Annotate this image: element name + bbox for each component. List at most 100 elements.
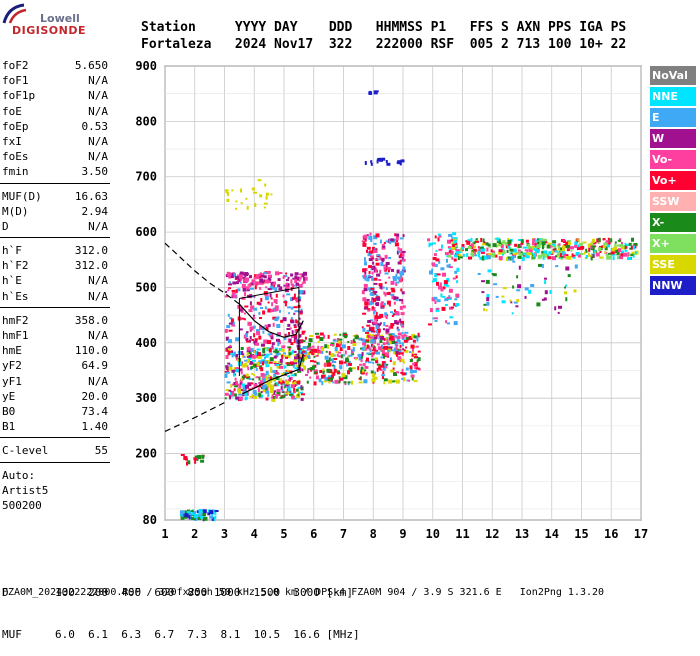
- echo-point: [377, 157, 380, 161]
- echo-point: [308, 342, 311, 347]
- echo-point: [238, 384, 242, 389]
- echo-point: [612, 256, 615, 261]
- echo-point: [390, 311, 394, 314]
- echo-point: [396, 340, 401, 342]
- echo-point: [385, 352, 389, 357]
- echo-point: [400, 259, 404, 262]
- echo-point: [436, 307, 440, 310]
- echo-point: [230, 383, 233, 388]
- echo-point: [401, 377, 406, 380]
- echo-point: [287, 276, 290, 279]
- echo-point: [385, 240, 390, 243]
- echo-point: [624, 249, 628, 252]
- echo-point: [608, 252, 611, 255]
- echo-point: [260, 298, 263, 302]
- echo-point: [371, 306, 374, 310]
- echo-point: [393, 351, 396, 355]
- echo-point: [401, 342, 404, 347]
- echo-point: [286, 328, 291, 330]
- echo-point: [434, 235, 437, 239]
- echo-point: [393, 313, 395, 316]
- echo-point: [231, 295, 234, 299]
- echo-point: [384, 292, 387, 297]
- echo-point: [454, 254, 458, 258]
- echo-point: [370, 326, 375, 331]
- echo-point: [543, 250, 548, 255]
- echo-point: [212, 517, 216, 522]
- echo-point: [252, 359, 256, 362]
- echo-point: [301, 351, 304, 356]
- echo-point: [392, 361, 396, 366]
- echo-point: [388, 333, 393, 336]
- echo-point: [235, 289, 238, 294]
- echo-point: [566, 244, 571, 249]
- echo-point: [182, 512, 185, 517]
- echo-point: [262, 351, 266, 354]
- echo-point: [587, 254, 592, 257]
- echo-point: [527, 252, 531, 256]
- echo-point: [506, 249, 509, 253]
- echo-point: [431, 268, 434, 271]
- echo-point: [384, 345, 389, 350]
- echo-point: [520, 239, 524, 244]
- echo-point: [261, 354, 264, 357]
- echo-point: [526, 249, 529, 253]
- echo-point: [504, 242, 509, 245]
- echo-point: [371, 343, 373, 346]
- echo-point: [327, 362, 332, 367]
- echo-point: [429, 270, 433, 275]
- echo-point: [290, 320, 295, 324]
- echo-point: [358, 337, 363, 341]
- echo-point: [286, 355, 291, 359]
- param-label: foEp: [2, 119, 29, 133]
- legend-item: SSW: [650, 192, 696, 211]
- echo-point: [414, 353, 418, 356]
- echo-point: [323, 380, 327, 383]
- echo-point: [294, 310, 299, 313]
- echo-point: [275, 382, 280, 387]
- echo-point: [363, 379, 368, 384]
- echo-point: [380, 302, 384, 306]
- echo-point: [401, 250, 406, 253]
- echo-point: [541, 241, 546, 246]
- echo-point: [372, 349, 377, 352]
- echo-point: [386, 339, 389, 344]
- echo-point: [606, 255, 609, 260]
- echo-point: [566, 240, 571, 243]
- echo-point: [501, 295, 505, 298]
- echo-point: [183, 456, 188, 460]
- echo-point: [263, 384, 267, 389]
- echo-point: [507, 239, 512, 244]
- echo-point: [607, 237, 610, 242]
- echo-point: [224, 189, 229, 192]
- echo-point: [329, 379, 333, 382]
- echo-point: [285, 282, 288, 286]
- echo-point: [560, 255, 565, 258]
- echo-point: [559, 253, 562, 258]
- echo-point: [193, 511, 196, 514]
- echo-point: [243, 318, 246, 321]
- echo-point: [363, 307, 368, 310]
- echo-point: [383, 381, 386, 385]
- echo-point: [385, 363, 389, 366]
- param-value: 110.0: [74, 344, 108, 358]
- echo-point: [230, 365, 233, 367]
- echo-point: [434, 301, 437, 304]
- echo-point: [389, 340, 392, 345]
- echo-point: [390, 293, 395, 296]
- echo-point: [398, 251, 401, 253]
- echo-point: [375, 233, 380, 238]
- echo-point: [385, 317, 388, 320]
- param-row: yF1 N/A: [0, 374, 112, 389]
- echo-point: [458, 249, 462, 254]
- echo-point: [382, 264, 386, 267]
- echo-point: [270, 193, 273, 196]
- echo-point: [554, 250, 559, 253]
- echo-point: [391, 289, 396, 293]
- echo-point: [402, 305, 406, 309]
- echo-point: [385, 160, 388, 163]
- echo-point: [252, 350, 255, 353]
- echo-point: [227, 352, 231, 356]
- echo-point: [286, 369, 290, 372]
- param-value: 0.53: [81, 119, 109, 133]
